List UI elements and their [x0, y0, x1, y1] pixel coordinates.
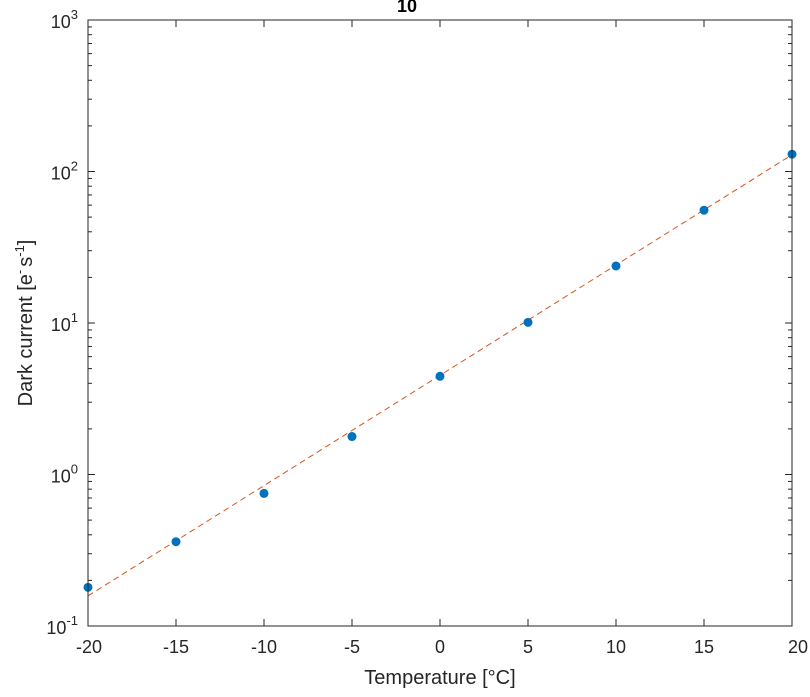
- y-tick-label: 10-1: [46, 613, 78, 638]
- data-point: [435, 371, 445, 381]
- x-tick-label: -20: [76, 637, 102, 657]
- y-tick-label: 100: [51, 462, 78, 487]
- y-axis: 10-1 100 101 102 103: [46, 7, 792, 638]
- y-axis-label-part: ]: [15, 240, 37, 246]
- y-axis-label-sup: -1: [12, 245, 27, 257]
- x-tick-label: 0: [435, 637, 445, 657]
- plot-area: [88, 20, 792, 626]
- y-tick-label: 102: [51, 159, 78, 184]
- data-point: [523, 317, 533, 327]
- data-point: [611, 261, 621, 271]
- y-axis-label-sup: -: [12, 270, 27, 274]
- x-tick-label: -5: [344, 637, 360, 657]
- data-point: [259, 488, 269, 498]
- data-point: [699, 205, 709, 215]
- data-points-layer: [83, 149, 797, 592]
- y-tick-label: 101: [51, 310, 78, 335]
- y-axis-label: Dark current [e- s-1]: [12, 240, 37, 407]
- x-tick-label: 15: [694, 637, 714, 657]
- x-axis-label: Temperature [°C]: [364, 667, 515, 689]
- x-axis: -20 -15 -10 -5 0 5 10 15 20: [76, 20, 808, 657]
- x-tick-label: -10: [251, 637, 277, 657]
- x-tick-label: 5: [523, 637, 533, 657]
- x-tick-label: 20: [788, 637, 808, 657]
- clipped-top-label: 10: [397, 0, 417, 16]
- x-tick-label: -15: [163, 637, 189, 657]
- y-tick-label: 103: [51, 7, 78, 32]
- y-axis-label-part: Dark current [e: [15, 274, 37, 406]
- y-axis-label-part: s: [15, 257, 37, 267]
- data-point: [347, 432, 357, 442]
- x-tick-label: 10: [606, 637, 626, 657]
- data-point: [171, 537, 181, 547]
